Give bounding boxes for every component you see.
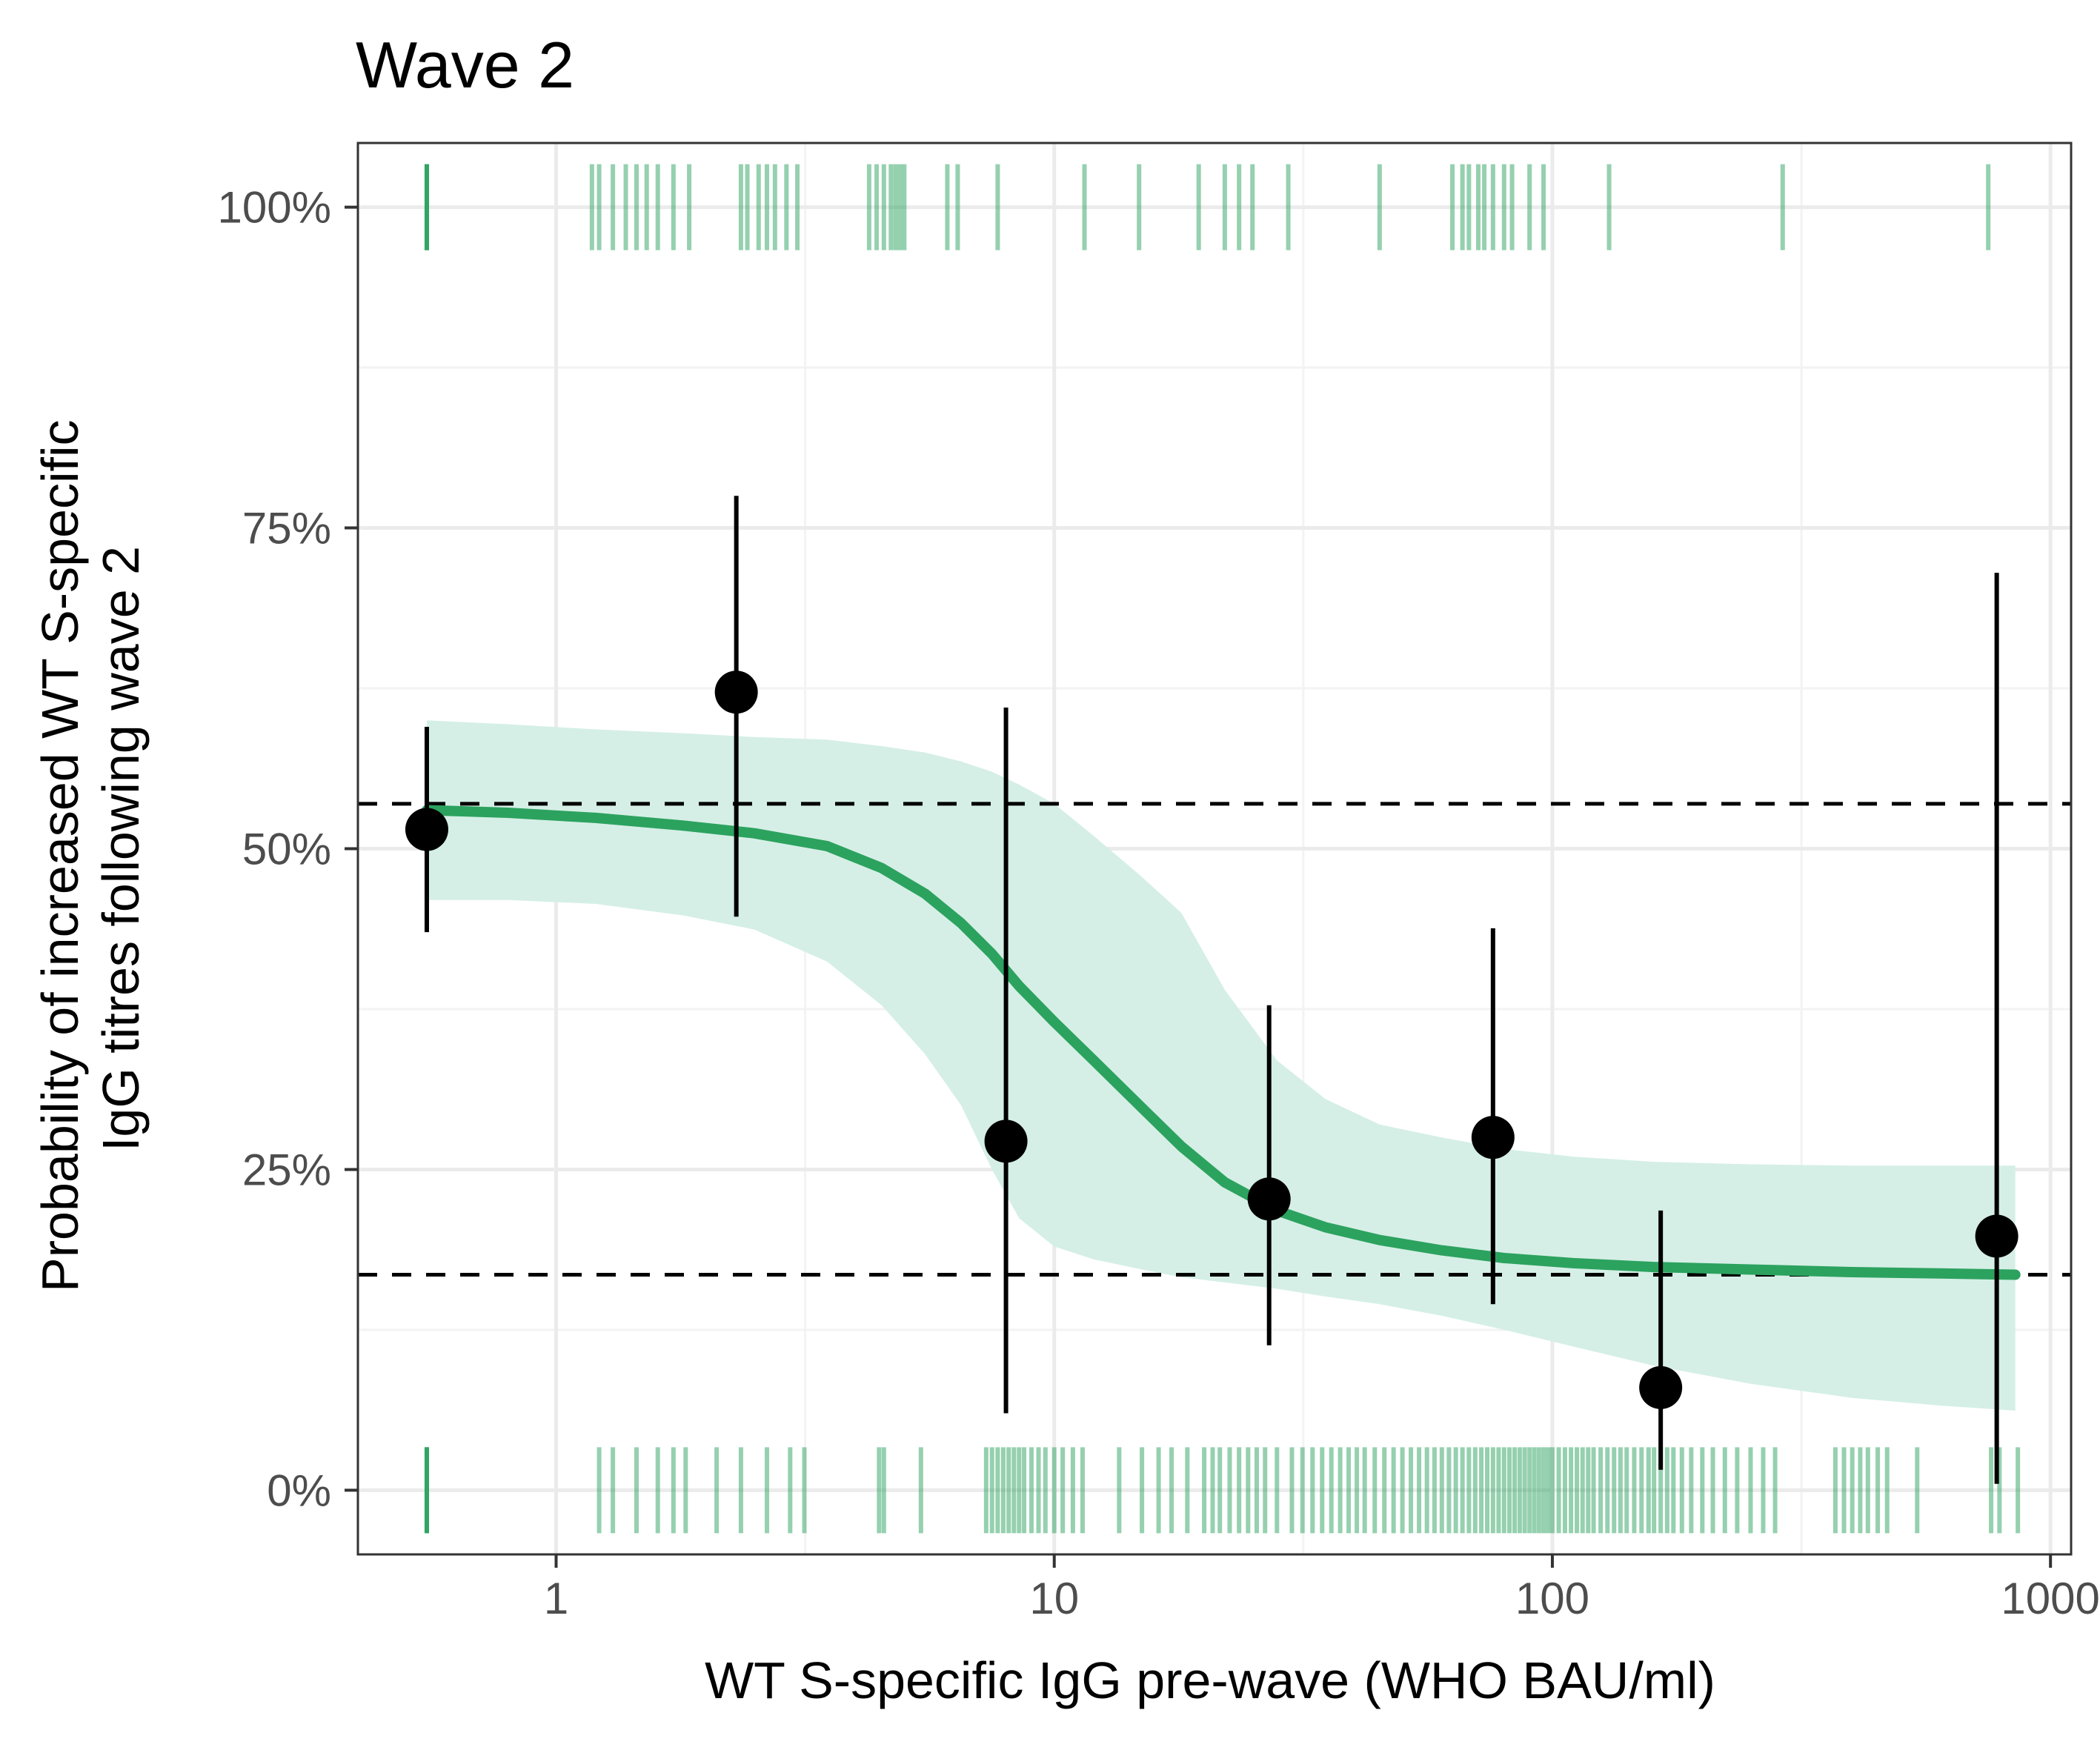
fitted-curve bbox=[422, 805, 2021, 1280]
rug-top-layer bbox=[424, 164, 1991, 250]
confidence-ribbon-layer bbox=[427, 720, 2016, 1411]
binned-point bbox=[984, 708, 1028, 1414]
binned-points-layer bbox=[405, 496, 2018, 1484]
y-tick-label: 25% bbox=[242, 1145, 331, 1194]
y-tick-label: 100% bbox=[218, 183, 331, 233]
y-axis-title: Probability of increased WT S-specific I… bbox=[31, 405, 150, 1292]
y-tick-label: 50% bbox=[242, 825, 331, 874]
confidence-ribbon bbox=[427, 720, 2016, 1411]
y-axis-title-line-1: Probability of increased WT S-specific bbox=[31, 419, 89, 1292]
rug-bottom-layer bbox=[424, 1447, 2021, 1534]
data-point bbox=[984, 1119, 1028, 1163]
data-point bbox=[1247, 1177, 1291, 1221]
binned-point bbox=[1975, 573, 2018, 1484]
binned-point bbox=[1471, 928, 1515, 1305]
x-tick-label: 10 bbox=[1029, 1574, 1079, 1623]
x-axis-title: WT S-specific IgG pre-wave (WHO BAU/ml) bbox=[705, 1651, 1715, 1709]
x-tick-label: 1000 bbox=[2001, 1574, 2099, 1623]
fitted-curve-layer bbox=[422, 805, 2021, 1280]
data-point bbox=[1639, 1365, 1683, 1409]
y-tick-label: 0% bbox=[267, 1465, 331, 1515]
reference-lines-layer bbox=[358, 802, 2071, 1277]
chart-title: Wave 2 bbox=[356, 28, 574, 102]
binned-point bbox=[1247, 1005, 1291, 1345]
data-point bbox=[714, 671, 758, 714]
y-tick-label: 75% bbox=[242, 504, 331, 553]
binned-point bbox=[1639, 1210, 1683, 1470]
binned-point bbox=[714, 496, 758, 917]
y-axis-title-line-2: IgG titres following wave 2 bbox=[92, 546, 150, 1151]
y-axis: 0% 25% 50% 75% 100% bbox=[218, 183, 358, 1515]
data-point bbox=[1471, 1116, 1515, 1160]
binned-point bbox=[405, 726, 448, 933]
x-tick-label: 1 bbox=[544, 1574, 568, 1623]
data-point bbox=[405, 808, 448, 851]
x-tick-label: 100 bbox=[1515, 1574, 1589, 1623]
x-axis: 1 10 100 1000 bbox=[544, 1554, 2100, 1623]
data-point bbox=[1975, 1214, 2018, 1258]
